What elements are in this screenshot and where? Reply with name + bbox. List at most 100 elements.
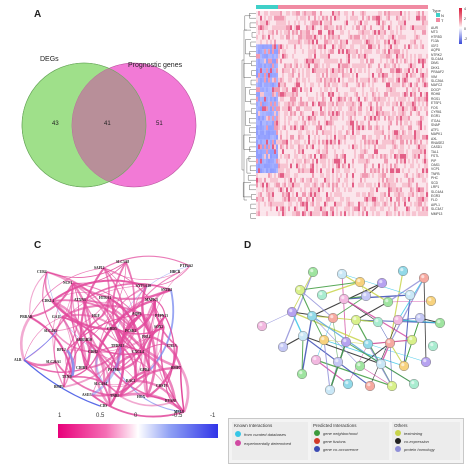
network-node-label: PCSK2: [125, 329, 137, 333]
network-node-label: SLC4A4: [94, 382, 108, 386]
annotation-tumor-bar: [278, 5, 428, 9]
correlation-scale-tick: 0: [134, 413, 138, 419]
ppi-node: [328, 313, 339, 324]
ppi-node: [415, 313, 426, 324]
heatmap-gene-label: MMP13: [431, 211, 443, 216]
network-node-label: RYAN1: [165, 399, 177, 403]
heatmap-gene-label: EGR3: [431, 193, 440, 198]
network-node-label: SAP12: [94, 266, 105, 270]
ppi-legend: Known Interactions from curated database…: [228, 418, 464, 464]
heatmap-gene-label: MT3: [431, 30, 438, 35]
network-node-label: MPL8: [174, 410, 184, 414]
network-node-label: CHD5: [107, 327, 117, 331]
network-node-label: TNBI: [110, 394, 119, 398]
ppi-node: [385, 338, 396, 349]
network-node-label: SYT1A10: [136, 284, 151, 288]
network-node-label: SLC5A8: [116, 260, 130, 264]
ppi-node: [343, 379, 354, 390]
fusions-swatch-icon: [314, 438, 320, 444]
ppi-node: [405, 290, 416, 301]
network-node-label: CDKL1: [42, 299, 55, 303]
heatmap-scale-tick: 0: [464, 27, 466, 31]
legend-predicted-title: Predicted Interactions: [313, 423, 357, 428]
neighborhood-swatch-icon: [314, 430, 320, 436]
ppi-node: [407, 335, 418, 346]
legend-others-box: Others textmining co-expression protein …: [392, 422, 460, 460]
heatmap-gene-label: FOS: [431, 105, 438, 110]
ppi-node: [428, 341, 439, 352]
heatmap-gene-label: AUR: [431, 26, 438, 30]
heatmap-gene-label: CYR61: [431, 110, 442, 114]
network-node-label: BPL2: [57, 348, 66, 352]
legend-others-item-2-label: co-expression: [404, 438, 429, 444]
correlation-color-scale: [58, 424, 218, 438]
heatmap-gene-label: RDH8: [431, 92, 440, 97]
heatmap-cells: [256, 11, 429, 217]
correlation-edges: [19, 255, 191, 418]
heatmap-gene-label: PIP: [431, 158, 437, 163]
network-node-label: BMP1: [54, 385, 64, 389]
network-node-label: SNTB2: [161, 288, 173, 292]
network-node-label: PTPN13: [155, 314, 168, 318]
venn-overlap-count: 41: [104, 121, 111, 127]
ppi-node: [387, 381, 398, 392]
legend-others-item-3-label: protein homology: [404, 446, 435, 452]
annotation-normal-bar: [256, 5, 278, 9]
heatmap-gene-label: FLO: [431, 198, 438, 203]
ppi-node: [325, 385, 336, 396]
network-node-label: CDIH1: [76, 366, 88, 370]
network-node-label: GPR4: [140, 368, 150, 372]
heatmap-gene-label: ETSP1: [431, 101, 442, 106]
legend-predicted-item-2-label: gene fusions: [323, 438, 346, 444]
correlation-scale-tick: 1: [58, 413, 62, 419]
correlation-scale-ticks: 1 0.5 0 -0.5 -1: [58, 413, 218, 423]
network-node-label: BMP7: [171, 366, 181, 370]
ppi-node: [426, 296, 437, 307]
network-node-label: AKR1B10: [76, 338, 92, 342]
heatmap-legend-title: Type: [432, 8, 441, 13]
network-node-label: ATXN3: [74, 298, 86, 302]
heatmap-gene-label: NTRK2: [431, 52, 442, 57]
legend-known-item-1-label: from curated databases: [244, 431, 287, 437]
venn-left-count: 43: [52, 121, 59, 127]
correlation-scale-tick: -1: [210, 413, 216, 419]
network-node-label: CUR4: [37, 270, 47, 274]
network-node-label: RAC1: [126, 379, 136, 383]
ppi-node: [319, 335, 330, 346]
venn-right-label: Prognostic genes: [128, 62, 183, 69]
legend-others-item-1: textmining: [395, 430, 460, 436]
legend-predicted-box: Predicted Interactions gene neighborhood…: [311, 422, 389, 460]
heatmap-gene-label: DKK1: [431, 65, 440, 70]
network-node-label: CHST3: [156, 384, 168, 388]
ppi-node: [257, 321, 268, 332]
ppi-node: [337, 269, 348, 280]
legend-others-item-2: co-expression: [395, 438, 460, 444]
ppi-node: [383, 297, 394, 308]
legend-others-title: Others: [394, 423, 408, 428]
heatmap-gene-label: FSTL: [431, 154, 440, 159]
legend-t-swatch: [436, 18, 440, 22]
legend-predicted-item-3: gene co-occurrence: [314, 446, 389, 452]
heatmap-gene-label: SNAP: [431, 123, 440, 128]
network-node-label: GAL3: [167, 344, 177, 348]
heatmap-color-scale: 4 2 0 -2: [459, 7, 473, 52]
ppi-node: [333, 357, 344, 368]
ppi-node: [311, 355, 322, 366]
ppi-node: [308, 267, 319, 278]
network-node-label: HTRA1: [99, 296, 112, 300]
correlation-scale-tick: -0.5: [172, 413, 183, 419]
heatmap-gene-label: HTR5D: [431, 34, 442, 39]
legend-others-item-1-label: textmining: [404, 430, 423, 436]
network-node-label: CDS: [100, 404, 108, 408]
network-node-label: ASI13: [82, 393, 92, 397]
heatmap-gene-label: AXL: [431, 136, 438, 141]
network-node-label: AQP3: [132, 312, 142, 316]
network-node-label: PTP4A2: [180, 264, 193, 268]
network-node-label: HBCR: [170, 270, 181, 274]
heatmap-gene-label: ITGAL: [431, 118, 441, 123]
network-node-label: HGF: [92, 314, 100, 318]
network-node-label: HOX: [137, 395, 146, 399]
ppi-node: [297, 369, 308, 380]
network-node-label: ALB: [14, 358, 22, 362]
